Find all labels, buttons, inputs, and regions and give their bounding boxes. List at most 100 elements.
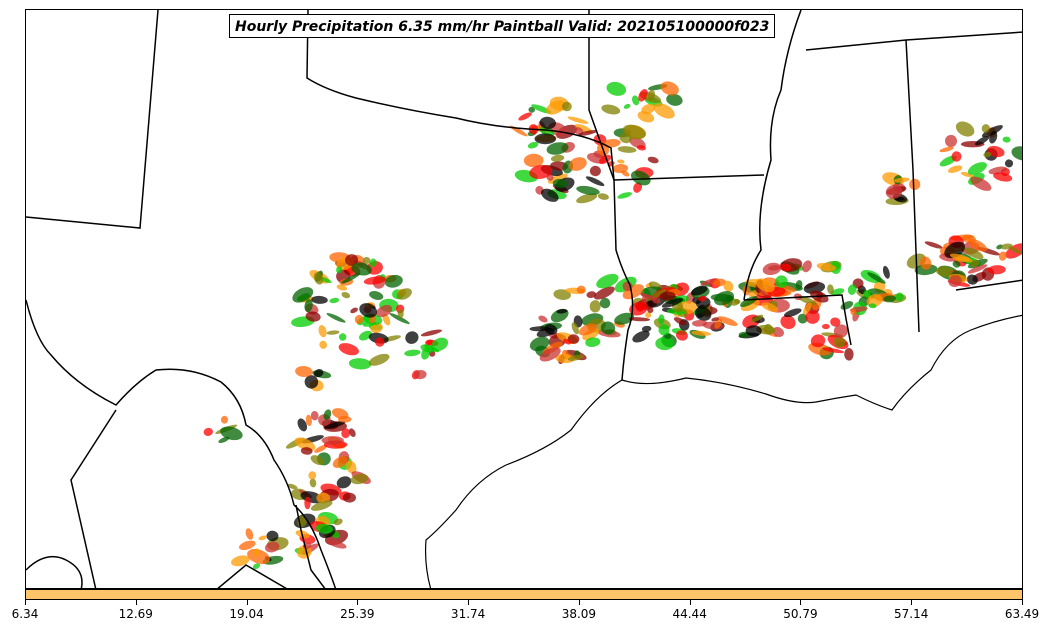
precip-blob	[833, 336, 846, 348]
precip-blob	[970, 259, 980, 267]
precip-blob	[666, 93, 683, 106]
state-border-ms-al	[905, 39, 920, 333]
precip-blob	[363, 276, 387, 285]
precip-blob	[351, 262, 372, 276]
precip-blob	[830, 317, 841, 327]
precip-blob	[563, 338, 572, 345]
precip-blob	[966, 274, 978, 285]
precip-blob	[647, 156, 659, 164]
precip-blob	[600, 321, 616, 335]
precip-blob	[362, 256, 371, 265]
precip-blob	[265, 541, 280, 553]
map-canvas	[26, 10, 1022, 588]
precip-blob	[431, 337, 449, 352]
precip-blob	[936, 266, 954, 277]
precip-blob	[1000, 243, 1013, 250]
precip-blob	[944, 134, 958, 148]
precip-blob	[420, 329, 443, 337]
precip-blob	[576, 193, 598, 204]
precip-blob	[617, 146, 637, 153]
precip-blob	[987, 265, 1006, 275]
precip-blob	[546, 100, 566, 115]
precip-blob	[633, 182, 643, 193]
precip-blob	[550, 154, 565, 162]
precip-blob	[541, 188, 559, 202]
colorbar-tick	[135, 600, 137, 605]
precip-blob	[885, 184, 903, 199]
mexico-border-2	[26, 555, 83, 588]
precip-blob	[999, 251, 1007, 261]
precip-blob	[323, 409, 332, 421]
precip-blob	[425, 339, 433, 346]
precip-blob	[967, 264, 988, 274]
precip-blob	[597, 193, 609, 200]
precip-blob	[529, 164, 553, 179]
precip-blob	[304, 299, 313, 313]
precip-blob	[576, 185, 600, 195]
precip-blob	[647, 89, 656, 101]
colorbar-tick-label: 31.74	[450, 607, 486, 621]
precip-blob	[795, 280, 803, 290]
precip-blob	[354, 314, 364, 325]
precip-blob	[239, 540, 256, 551]
colorbar-tick-label: 12.69	[118, 607, 153, 621]
colorbar-tick-label: 6.34	[11, 607, 39, 621]
precip-blob	[949, 253, 973, 263]
precip-blob	[333, 518, 343, 526]
precip-blob	[547, 173, 568, 184]
precip-blob	[220, 415, 229, 424]
precip-blob	[571, 322, 579, 335]
precip-blob	[509, 125, 528, 137]
precip-blob	[636, 145, 646, 151]
precip-blob	[951, 151, 962, 162]
precip-blob	[589, 165, 601, 177]
precip-blob	[673, 317, 687, 326]
precip-blob	[295, 365, 313, 378]
precip-blob	[336, 476, 352, 489]
precip-blob	[397, 309, 404, 319]
precip-blob	[989, 131, 998, 144]
precip-blob	[924, 241, 943, 249]
boundary-lines	[26, 10, 1022, 588]
precip-blob	[404, 349, 421, 357]
precip-blob	[981, 125, 1003, 138]
mexico-border-1	[70, 409, 117, 588]
precip-blob	[596, 273, 619, 289]
precip-blob	[341, 272, 361, 284]
precip-blob	[641, 325, 652, 332]
precip-blob	[659, 291, 676, 301]
precip-blob	[297, 418, 308, 432]
precip-blob	[258, 535, 268, 541]
precip-blob	[621, 170, 630, 177]
precip-blob	[658, 324, 670, 336]
precip-blob	[1011, 146, 1022, 161]
colorbar-tick	[25, 600, 26, 605]
precip-blob	[761, 302, 779, 313]
precip-blob	[619, 132, 632, 144]
precip-blob	[546, 142, 569, 155]
precip-blob	[952, 260, 961, 268]
precip-blob	[955, 121, 975, 137]
precip-blob	[589, 300, 601, 313]
precip-blob	[324, 421, 346, 429]
precip-blob	[893, 177, 910, 183]
state-border-tx-la	[613, 179, 634, 381]
precip-blob	[983, 151, 992, 158]
precip-blob	[895, 292, 904, 302]
precip-blob	[772, 327, 784, 337]
precip-blob	[568, 157, 587, 171]
precip-blob	[369, 258, 377, 267]
precip-blob	[342, 492, 356, 503]
precip-blob	[538, 315, 548, 323]
colorbar-tick	[357, 600, 359, 605]
precip-blob	[318, 325, 327, 338]
colorbar-tick-label: 63.49	[1004, 607, 1040, 621]
colorbar-tick	[468, 600, 470, 605]
precip-blob	[606, 81, 627, 96]
precip-blob	[647, 307, 654, 314]
precip-blob	[321, 436, 344, 445]
precip-blob	[529, 336, 550, 352]
precip-blob	[717, 316, 738, 326]
precip-blob	[311, 295, 328, 304]
precip-blob	[652, 297, 661, 304]
